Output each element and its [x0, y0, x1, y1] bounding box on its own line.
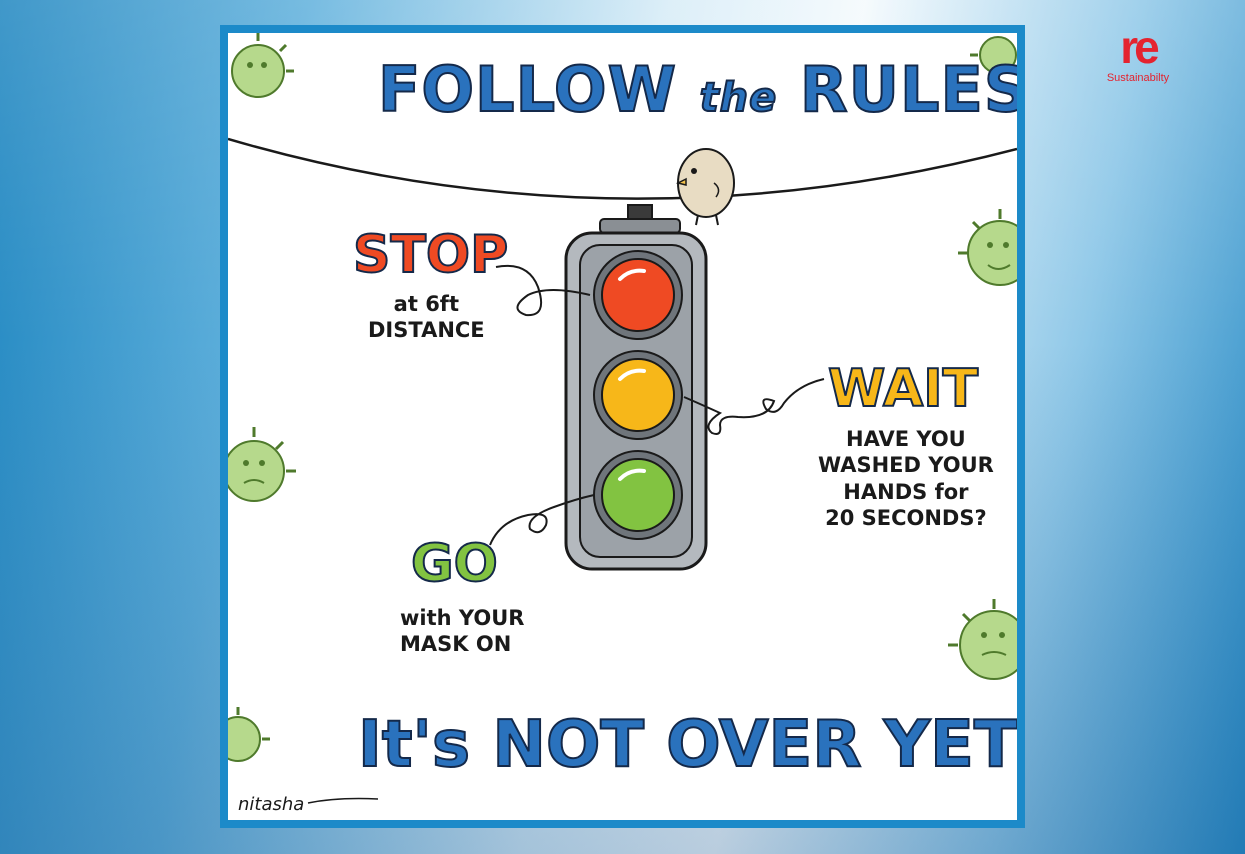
logo-text: Sustainabilty [1106, 72, 1170, 84]
signature-underline [307, 797, 379, 804]
virus-icon [228, 427, 296, 502]
wait-line-2: WASHED YOUR [818, 453, 994, 478]
virus-icon [231, 33, 294, 98]
virus-icon [948, 599, 1017, 680]
artist-signature: nitasha [238, 794, 305, 815]
power-wire [228, 137, 1017, 200]
poster-artwork [228, 33, 1017, 804]
stop-line-2: DISTANCE [368, 318, 485, 343]
title-follow: FOLLOW [377, 53, 677, 126]
wait-connector [683, 378, 825, 435]
wait-line-1: HAVE YOU [846, 427, 966, 451]
wait-heading: WAIT [827, 359, 979, 419]
stop-line-1: at 6ft [393, 292, 459, 316]
logo-mark: re [1120, 21, 1159, 73]
go-line-2: MASK ON [400, 632, 512, 657]
go-line-1: with YOUR [400, 606, 525, 630]
stop-heading: STOP [352, 225, 509, 285]
virus-icon [228, 707, 270, 762]
title-the: the [699, 75, 778, 121]
wait-line-3: HANDS for [843, 479, 969, 504]
stop-subtext: at 6ft DISTANCE [368, 291, 485, 344]
go-heading: GO [410, 534, 499, 594]
virus-icon [970, 36, 1017, 85]
footer-headline: It's NOT OVER YET! [357, 708, 1017, 782]
traffic-light-icon [564, 204, 708, 571]
brand-logo: re Sustainabilty [1088, 24, 1188, 84]
poster-illustration: FOLLOW the RULES STOP at 6ft DISTANCE WA… [228, 33, 1017, 820]
bird-icon [675, 148, 735, 226]
go-connector [489, 494, 595, 546]
stop-connector [495, 265, 591, 317]
wait-subtext: HAVE YOU WASHED YOUR HANDS for 20 SECOND… [818, 426, 994, 531]
wait-line-4: 20 SECONDS? [825, 505, 987, 530]
poster-title: FOLLOW the RULES [377, 58, 1017, 122]
virus-icon [958, 209, 1017, 286]
go-subtext: with YOUR MASK ON [400, 605, 524, 658]
title-rules: RULES [799, 53, 1017, 126]
poster-frame: FOLLOW the RULES STOP at 6ft DISTANCE WA… [220, 25, 1025, 828]
